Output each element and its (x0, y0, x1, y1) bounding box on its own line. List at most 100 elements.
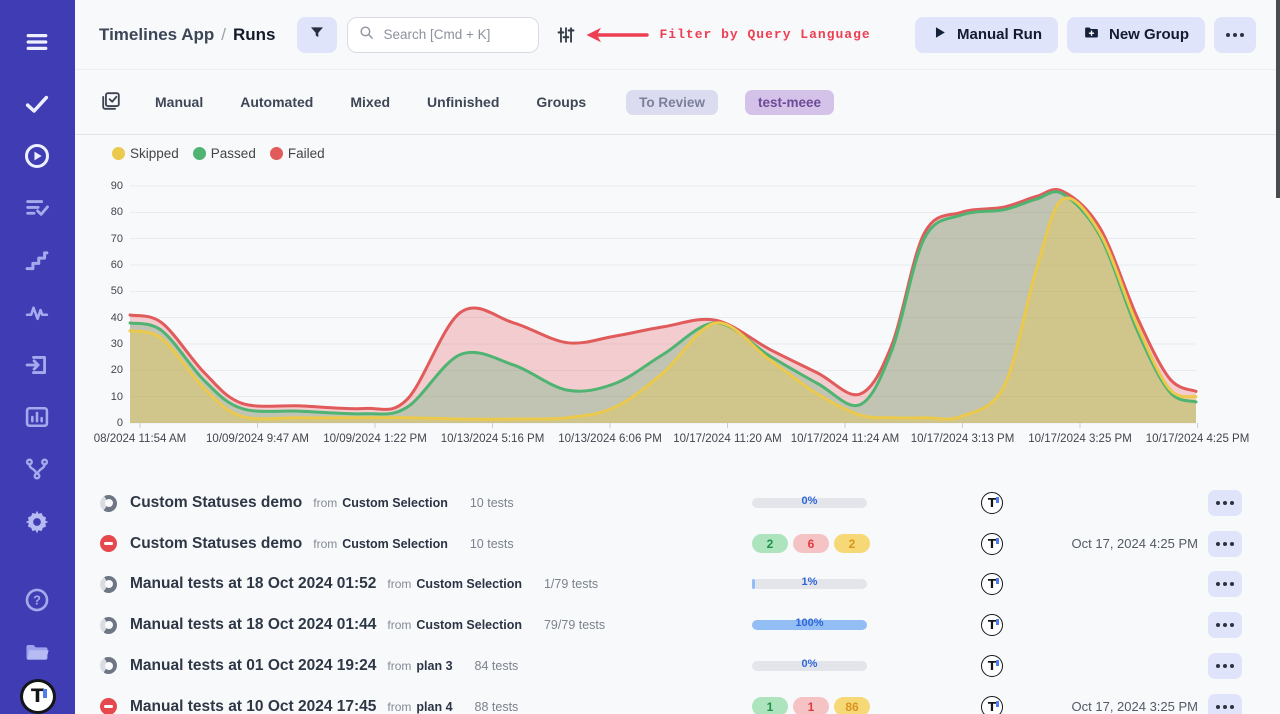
run-from-label: from (387, 618, 411, 632)
activity-button[interactable] (23, 298, 53, 327)
activity-icon (23, 299, 53, 327)
check-icon (23, 90, 53, 118)
scrollbar-thumb[interactable] (1276, 0, 1280, 198)
run-title[interactable]: Manual tests at 01 Oct 2024 19:24 (130, 657, 376, 675)
folder-button[interactable] (23, 638, 53, 667)
y-axis-label: 80 (90, 206, 123, 218)
tab-mixed[interactable]: Mixed (350, 94, 390, 110)
run-title[interactable]: Manual tests at 18 Oct 2024 01:44 (130, 616, 376, 634)
progress-percent: 1% (752, 576, 867, 588)
hamburger-menu-button[interactable] (23, 27, 53, 56)
legend-dot (112, 147, 125, 160)
branch-button[interactable] (23, 455, 53, 484)
new-group-button[interactable]: New Group (1067, 17, 1205, 53)
run-more-button[interactable] (1208, 612, 1242, 638)
run-status-icon (100, 535, 117, 552)
y-axis-label: 0 (90, 417, 123, 429)
run-status-icon (100, 698, 117, 714)
select-runs-button[interactable] (99, 90, 123, 114)
run-source: Custom Selection (342, 496, 448, 510)
run-title[interactable]: Manual tests at 10 Oct 2024 17:45 (130, 698, 376, 714)
run-tests-count: 84 tests (475, 659, 519, 673)
search-input[interactable] (383, 27, 523, 42)
run-status-icon (100, 576, 117, 593)
result-pills: 2 6 2 (752, 534, 870, 553)
sign-in-button[interactable] (23, 350, 53, 379)
tabs-bar: Manual Automated Mixed Unfinished Groups To … (75, 70, 1280, 135)
help-icon: ? (23, 586, 53, 614)
play-circle-button[interactable] (23, 141, 53, 170)
search-icon (358, 24, 375, 46)
legend-dot (270, 147, 283, 160)
run-more-button[interactable] (1208, 490, 1242, 516)
run-tests-count: 1/79 tests (544, 577, 598, 591)
run-status-icon (100, 495, 117, 512)
run-status-icon (100, 657, 117, 674)
failed-count-pill: 1 (793, 697, 829, 714)
check-button[interactable] (23, 89, 53, 118)
run-more-button[interactable] (1208, 531, 1242, 557)
run-from-label: from (313, 496, 337, 510)
run-more-button[interactable] (1208, 653, 1242, 679)
manual-run-label: Manual Run (957, 26, 1042, 43)
run-title[interactable]: Manual tests at 18 Oct 2024 01:52 (130, 575, 376, 593)
run-title[interactable]: Custom Statuses demo (130, 494, 302, 512)
ellipsis-icon (1223, 664, 1227, 668)
run-owner-avatar: T (981, 655, 1003, 677)
y-axis-label: 10 (90, 391, 123, 403)
run-row: Custom Statuses demo from Custom Selecti… (75, 526, 1280, 562)
breadcrumb: Timelines App/Runs (99, 25, 275, 45)
ellipsis-icon (1223, 582, 1227, 586)
legend-item-failed[interactable]: Failed (270, 146, 325, 161)
x-axis-label: 08/2024 11:54 AM (94, 433, 187, 445)
run-progress: 2 6 2 (752, 534, 870, 553)
run-tests-count: 88 tests (475, 700, 519, 714)
breadcrumb-separator: / (214, 25, 233, 44)
run-title[interactable]: Custom Statuses demo (130, 535, 302, 553)
run-progress: 0% (752, 498, 870, 508)
run-tests-count: 10 tests (470, 496, 514, 510)
runs-list: Custom Statuses demo from Custom Selecti… (75, 460, 1280, 714)
ellipsis-icon (1223, 705, 1227, 709)
y-axis-label: 70 (90, 233, 123, 245)
progress-bar: 0% (752, 498, 867, 508)
chart-legend: Skipped Passed Failed (112, 146, 325, 161)
run-progress: 1% (752, 579, 870, 589)
run-from-label: from (387, 577, 411, 591)
tab-groups[interactable]: Groups (536, 94, 586, 110)
tab-unfinished[interactable]: Unfinished (427, 94, 499, 110)
annotation-arrow-icon (585, 26, 649, 44)
steps-button[interactable] (23, 246, 53, 275)
playlist-check-button[interactable] (23, 194, 53, 223)
badge-test-meee[interactable]: test-meee (745, 90, 834, 115)
legend-item-passed[interactable]: Passed (193, 146, 256, 161)
runs-chart: SkippedPassedFailed 0102030405060708090 … (75, 135, 1280, 460)
badge-to-review[interactable]: To Review (626, 90, 718, 115)
filter-button[interactable] (297, 17, 337, 53)
header-more-button[interactable] (1214, 17, 1256, 53)
result-pills: 1 1 86 (752, 697, 870, 714)
bar-chart-button[interactable] (23, 403, 53, 432)
tab-manual[interactable]: Manual (155, 94, 203, 110)
folder-icon (23, 638, 53, 666)
run-more-button[interactable] (1208, 571, 1242, 597)
play-circle-icon (23, 142, 53, 170)
run-row: Manual tests at 10 Oct 2024 17:45 from p… (75, 689, 1280, 714)
query-language-filter-icon[interactable] (555, 24, 577, 46)
settings-gear-button[interactable] (23, 507, 53, 536)
legend-item-skipped[interactable]: Skipped (112, 146, 179, 161)
tab-automated[interactable]: Automated (240, 94, 313, 110)
ellipsis-icon (1223, 501, 1227, 505)
run-source: Custom Selection (416, 618, 522, 632)
svg-text:?: ? (33, 593, 41, 608)
breadcrumb-app[interactable]: Timelines App (99, 25, 214, 44)
playlist-check-icon (23, 194, 53, 222)
manual-run-button[interactable]: Manual Run (915, 17, 1058, 53)
help-button[interactable]: ? (23, 585, 53, 614)
progress-percent: 0% (752, 658, 867, 670)
run-more-button[interactable] (1208, 694, 1242, 714)
run-from-label: from (387, 700, 411, 714)
header: Timelines App/Runs Filter by Query Langu… (75, 0, 1280, 70)
breadcrumb-page: Runs (233, 25, 276, 44)
app-logo[interactable]: T (20, 679, 56, 714)
